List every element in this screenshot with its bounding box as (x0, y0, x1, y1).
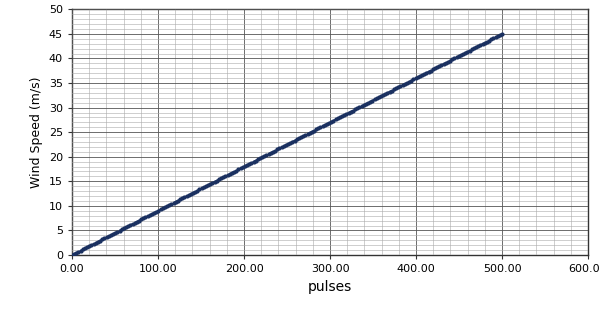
X-axis label: pulses: pulses (308, 280, 352, 294)
Y-axis label: Wind Speed (m/s): Wind Speed (m/s) (30, 77, 43, 188)
